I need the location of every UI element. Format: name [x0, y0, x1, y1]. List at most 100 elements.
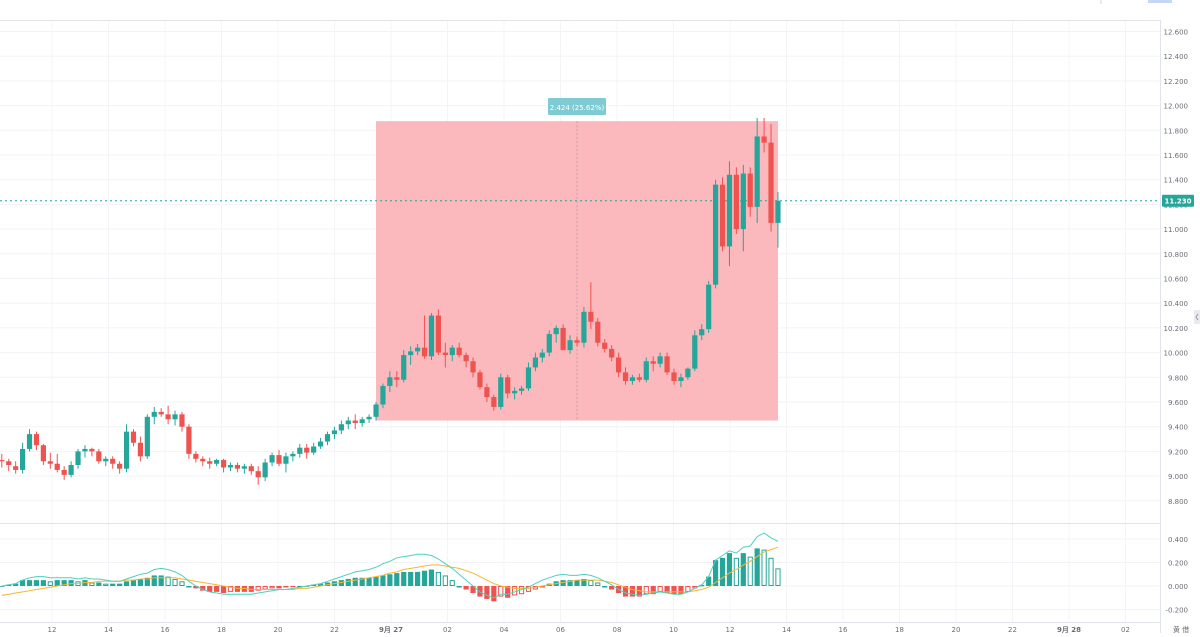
candle-body[interactable]: [110, 458, 116, 464]
candle-body[interactable]: [768, 142, 774, 223]
candle-body[interactable]: [560, 327, 566, 351]
candle-body[interactable]: [144, 416, 150, 457]
candle-body[interactable]: [13, 466, 19, 470]
candle-body[interactable]: [636, 377, 642, 380]
candle-body[interactable]: [214, 460, 220, 464]
candle-body[interactable]: [33, 434, 40, 446]
candle-body[interactable]: [151, 411, 157, 417]
candle-body[interactable]: [103, 458, 109, 462]
candle-body[interactable]: [297, 447, 303, 454]
candle-body[interactable]: [747, 173, 753, 207]
candle-body[interactable]: [581, 311, 587, 343]
candle-body[interactable]: [415, 347, 421, 352]
candle-body[interactable]: [61, 469, 67, 475]
candle-body[interactable]: [643, 361, 649, 380]
candle-body[interactable]: [609, 348, 615, 358]
candle-body[interactable]: [685, 368, 691, 378]
candle-body[interactable]: [699, 329, 705, 336]
candle-body[interactable]: [75, 451, 81, 465]
candle-body[interactable]: [359, 419, 365, 423]
candle-body[interactable]: [518, 388, 525, 391]
candle-body[interactable]: [317, 441, 324, 447]
candle-body[interactable]: [324, 434, 331, 442]
candle-body[interactable]: [435, 315, 441, 353]
candle-body[interactable]: [588, 311, 594, 322]
candle-body[interactable]: [706, 284, 712, 330]
candle-body[interactable]: [366, 416, 372, 420]
candle-body[interactable]: [26, 434, 33, 449]
candle-body[interactable]: [262, 462, 268, 478]
candle-body[interactable]: [269, 455, 275, 463]
candle-body[interactable]: [505, 377, 511, 394]
candle-body[interactable]: [740, 173, 746, 230]
candle-body[interactable]: [664, 356, 670, 373]
candle-body[interactable]: [692, 335, 698, 369]
candle-body[interactable]: [421, 347, 428, 357]
candle-body[interactable]: [394, 377, 400, 380]
candle-body[interactable]: [89, 448, 95, 452]
candle-body[interactable]: [401, 355, 407, 380]
candle-body[interactable]: [241, 466, 247, 469]
candle-body[interactable]: [283, 456, 289, 464]
candle-body[interactable]: [463, 355, 469, 362]
candle-body[interactable]: [158, 411, 164, 415]
candle-body[interactable]: [68, 464, 74, 475]
candle-body[interactable]: [19, 448, 26, 470]
candle-body[interactable]: [123, 431, 130, 469]
candle-body[interactable]: [255, 471, 261, 478]
candle-body[interactable]: [331, 430, 338, 435]
candle-body[interactable]: [567, 340, 573, 351]
toolbar-tab-edge[interactable]: [1148, 0, 1172, 3]
candle-body[interactable]: [754, 136, 760, 207]
candle-body[interactable]: [373, 404, 379, 417]
candle-body[interactable]: [442, 352, 448, 356]
candle-body[interactable]: [165, 414, 171, 420]
candle-body[interactable]: [193, 453, 199, 459]
candle-body[interactable]: [290, 453, 296, 457]
candle-body[interactable]: [220, 460, 227, 468]
candle-body[interactable]: [54, 463, 60, 470]
candle-body[interactable]: [137, 442, 143, 457]
candle-body[interactable]: [532, 357, 539, 368]
candle-body[interactable]: [40, 445, 46, 462]
candle-body[interactable]: [0, 460, 5, 462]
candle-body[interactable]: [117, 463, 123, 469]
candle-body[interactable]: [338, 424, 344, 431]
candle-body[interactable]: [595, 321, 601, 343]
candle-body[interactable]: [525, 367, 532, 389]
candle-body[interactable]: [775, 200, 781, 223]
candle-body[interactable]: [456, 347, 462, 356]
candle-body[interactable]: [539, 352, 545, 358]
candle-body[interactable]: [726, 174, 733, 247]
candle-body[interactable]: [207, 461, 213, 464]
candle-body[interactable]: [761, 136, 767, 143]
candle-body[interactable]: [200, 458, 206, 462]
candle-body[interactable]: [546, 334, 552, 353]
candle-body[interactable]: [484, 387, 490, 398]
candle-body[interactable]: [172, 414, 178, 420]
candle-body[interactable]: [629, 377, 636, 382]
candle-body[interactable]: [304, 447, 310, 453]
candle-body[interactable]: [276, 455, 282, 464]
candle-body[interactable]: [622, 372, 629, 382]
candle-body[interactable]: [657, 356, 663, 364]
candle-body[interactable]: [352, 420, 358, 423]
candle-body[interactable]: [408, 351, 414, 356]
candle-body[interactable]: [491, 397, 497, 407]
candle-body[interactable]: [179, 414, 185, 427]
candle-body[interactable]: [387, 377, 393, 386]
candle-body[interactable]: [553, 327, 559, 335]
candle-body[interactable]: [498, 377, 504, 407]
candle-body[interactable]: [47, 461, 53, 464]
candle-body[interactable]: [428, 315, 435, 357]
candle-body[interactable]: [470, 361, 476, 373]
candle-body[interactable]: [186, 426, 192, 454]
candle-body[interactable]: [574, 340, 580, 343]
candle-body[interactable]: [719, 184, 726, 247]
candle-body[interactable]: [311, 446, 317, 453]
candle-body[interactable]: [345, 420, 351, 425]
candle-body[interactable]: [82, 448, 88, 452]
candle-body[interactable]: [449, 347, 455, 356]
